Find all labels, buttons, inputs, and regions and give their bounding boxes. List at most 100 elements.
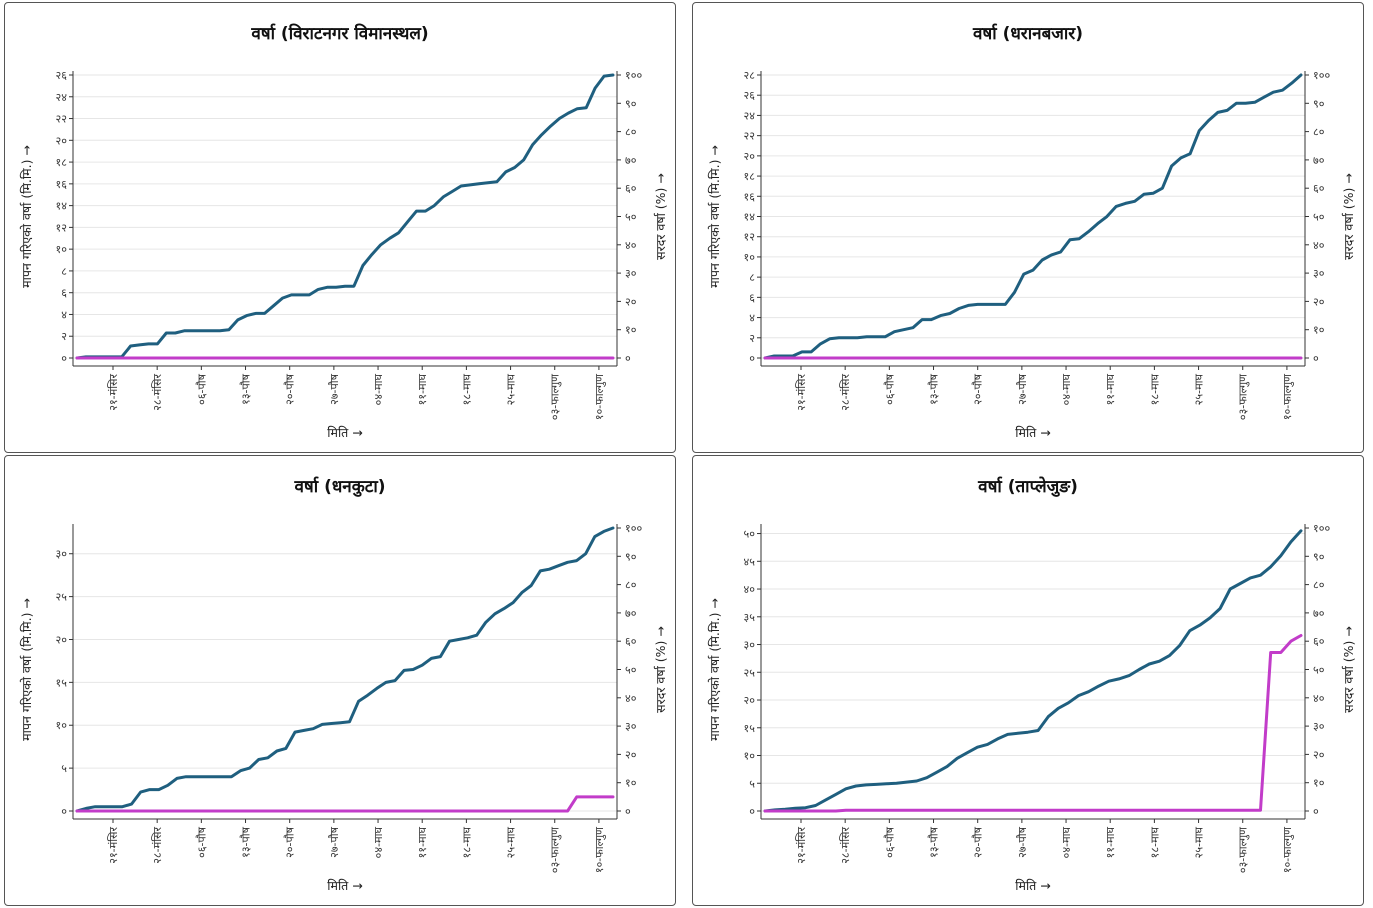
chart-title: वर्षा (धनकुटा) — [294, 477, 386, 497]
y-tick-label: २२ — [744, 130, 755, 143]
x-tick-label: २१-मंसिर — [795, 827, 808, 864]
chart-svg: ० ५ १० १५ २० २५ ३० ३५ ४० ४५ ५० ० १० २० ३० ४० ५० ६० ७० ८० ९० १… — [707, 522, 1356, 893]
y2-axis-label: सरदर वर्षा (%) → — [1341, 626, 1356, 713]
y-tick-label: १० — [56, 719, 68, 732]
x-tick-label: १३-पौष — [928, 373, 941, 405]
y2-axis-label: सरदर वर्षा (%) → — [653, 626, 668, 713]
chart-panel-dharan: वर्षा (धरानबजार) ० २ ४ ६ ८ १० १२ १४ १६ १८ २० २२ २४ २६… — [692, 2, 1364, 453]
x-tick-label: २१-मंसिर — [107, 374, 120, 411]
x-tick-label: १८-माघ — [460, 374, 473, 406]
x-tick-label: ११-माघ — [1104, 374, 1117, 406]
y-tick-label: ४ — [61, 308, 67, 321]
y2-tick-label: ६० — [1313, 182, 1325, 195]
x-tick-label: २५-माघ — [1193, 374, 1206, 406]
x-tick-label: ०४-माघ — [372, 374, 385, 406]
x-tick-label: २१-मंसिर — [795, 374, 808, 411]
y-axis-label: मापन गरिएको वर्षा (मि.मि.) → — [19, 145, 34, 288]
y-axis-label: मापन गरिएको वर्षा (मि.मि.) → — [19, 598, 34, 741]
y2-tick-label: १० — [625, 324, 637, 337]
y-tick-label: २० — [56, 134, 68, 147]
x-tick-label: २७-पौष — [1016, 826, 1029, 858]
y2-tick-label: ५० — [625, 211, 637, 224]
x-tick-label: २५-माघ — [505, 374, 518, 406]
y-tick-label: ८ — [61, 265, 67, 278]
y-tick-label: १४ — [744, 211, 756, 224]
x-tick-label: ०६-पौष — [883, 373, 896, 405]
x-tick-label: २८-मंसिर — [839, 374, 852, 411]
y2-tick-label: ४० — [1313, 692, 1325, 705]
y-tick-label: २५ — [56, 591, 68, 604]
y2-tick-label: ७० — [625, 154, 637, 167]
y2-tick-label: २० — [625, 295, 637, 308]
x-tick-label: २१-मंसिर — [107, 827, 120, 864]
y2-tick-label: ६० — [1313, 635, 1325, 648]
y2-tick-label: ० — [1313, 352, 1319, 365]
y-tick-label: १५ — [56, 676, 68, 689]
y-tick-label: ३० — [56, 548, 68, 561]
y2-tick-label: ८० — [625, 126, 637, 139]
y-tick-label: ५० — [744, 528, 756, 541]
y-tick-label: २२ — [56, 113, 67, 126]
y-tick-label: ६ — [61, 287, 67, 300]
y2-tick-label: २० — [625, 748, 637, 761]
y2-tick-label: ० — [625, 805, 631, 818]
gridlines — [761, 533, 1305, 812]
x-tick-label: १०-फाल्गुण — [593, 373, 606, 420]
x-tick-label: ०६-पौष — [195, 373, 208, 405]
y2-axis-label: सरदर वर्षा (%) → — [653, 173, 668, 260]
y-tick-label: २४ — [56, 91, 68, 104]
y-tick-label: ६ — [749, 291, 755, 304]
x-tick-label: २८-मंसिर — [839, 827, 852, 864]
series-line-normal — [75, 795, 615, 813]
y-tick-label: ० — [61, 805, 67, 818]
y2-tick-label: ९० — [1313, 97, 1325, 110]
x-axis-label: मिति → — [1015, 878, 1051, 893]
y2-tick-label: ७० — [625, 607, 637, 620]
x-tick-label: ०३-फाल्गुण — [549, 373, 562, 420]
y-tick-label: ३५ — [744, 611, 756, 624]
chart-panel-biratnagar: वर्षा (विराटनगर विमानस्थल) ० २ ४ ६ ८ १० १२ १४ १६… — [4, 2, 676, 453]
x-tick-label: २०-पौष — [284, 826, 297, 858]
y2-tick-label: ६० — [625, 635, 637, 648]
x-tick-label: ०४-माघ — [1060, 374, 1073, 406]
y2-tick-label: ७० — [1313, 607, 1325, 620]
y2-tick-label: १० — [625, 777, 637, 790]
chart-svg: ०२४६८१०१२१४१६१८२०२२२४२६२८०१०२०३०४०५०६०७०… — [707, 69, 1356, 440]
y-tick-label: ४ — [749, 312, 755, 325]
y2-tick-label: ५० — [625, 664, 637, 677]
y2-tick-label: १० — [1313, 777, 1325, 790]
gridlines — [73, 74, 617, 359]
gridlines — [761, 74, 1305, 359]
y2-tick-label: ४० — [1313, 239, 1325, 252]
y2-tick-label: ३० — [1313, 720, 1325, 733]
x-axis-label: मिति → — [1015, 425, 1051, 440]
x-tick-label: १०-फाल्गुण — [1281, 373, 1294, 420]
chart-title: वर्षा (ताप्लेजुङ) — [978, 477, 1078, 497]
y-tick-label: २६ — [56, 69, 68, 82]
y-tick-label: ८ — [749, 271, 755, 284]
y-tick-label: ० — [749, 352, 755, 365]
y-axis-label: मापन गरिएको वर्षा (मि.मि.) → — [707, 598, 722, 741]
x-tick-label: १३-पौष — [240, 373, 253, 405]
chart-svg: ० ५ १० १५ २० २५ ३० ० १० २० ३० ४० ५० ६० ७० ८० ९० १०० २१-मंस… — [19, 522, 668, 893]
x-tick-label: २५-माघ — [1193, 827, 1206, 859]
x-tick-label: १०-फाल्गुण — [593, 826, 606, 873]
y2-tick-label: ८० — [625, 579, 637, 592]
y-tick-label: २ — [61, 330, 67, 343]
x-tick-label: २०-पौष — [284, 373, 297, 405]
y2-tick-label: १०० — [625, 69, 642, 82]
y2-tick-label: ८० — [1313, 126, 1325, 139]
x-tick-label: २०-पौष — [972, 373, 985, 405]
series-line-measured — [75, 526, 615, 813]
y2-tick-label: ४० — [625, 239, 637, 252]
chart-panel-taplejung: वर्षा (ताप्लेजुङ) ० ५ १० १५ २० २५ ३० ३५ ४० ४५ ५० ० १… — [692, 455, 1364, 906]
y-tick-label: १० — [744, 750, 756, 763]
y2-axis-label: सरदर वर्षा (%) → — [1341, 173, 1356, 260]
y-tick-label: १४ — [56, 200, 68, 213]
y2-tick-label: ८० — [1313, 579, 1325, 592]
y-tick-label: ४० — [744, 583, 756, 596]
y-axis-label: मापन गरिएको वर्षा (मि.मि.) → — [707, 145, 722, 288]
y2-tick-label: ७० — [1313, 154, 1325, 167]
x-tick-label: २७-पौष — [328, 826, 341, 858]
chart-panel-dhankuta: वर्षा (धनकुटा) ० ५ १० १५ २० २५ ३० ० १० २० ३० ४० ५० ६०… — [4, 455, 676, 906]
